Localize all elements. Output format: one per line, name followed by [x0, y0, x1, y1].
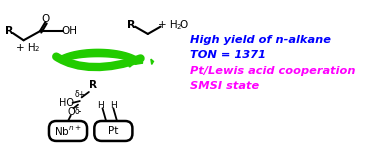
Text: Pt: Pt: [108, 126, 119, 136]
Text: R: R: [5, 26, 13, 36]
Text: OH: OH: [62, 26, 78, 36]
FancyBboxPatch shape: [49, 121, 87, 141]
Text: R: R: [127, 20, 136, 30]
Text: H: H: [110, 101, 117, 110]
Text: O: O: [179, 20, 187, 30]
Text: HO: HO: [59, 98, 74, 108]
Text: High yield of n-alkane: High yield of n-alkane: [191, 35, 332, 45]
Text: Nb$^{n+}$: Nb$^{n+}$: [54, 124, 82, 138]
Polygon shape: [57, 49, 143, 64]
Text: + H: + H: [15, 42, 35, 52]
Text: 2: 2: [34, 46, 39, 52]
Text: R: R: [90, 80, 98, 90]
Polygon shape: [151, 59, 153, 64]
FancyBboxPatch shape: [94, 121, 132, 141]
Text: δ-: δ-: [74, 107, 82, 116]
Text: δ+: δ+: [74, 90, 85, 99]
Text: O: O: [41, 13, 50, 23]
Text: Pt/Lewis acid cooperation: Pt/Lewis acid cooperation: [191, 66, 356, 76]
Text: 2: 2: [177, 24, 181, 30]
Text: O: O: [68, 107, 76, 117]
Text: SMSI state: SMSI state: [191, 81, 260, 91]
Text: H: H: [97, 101, 104, 110]
Text: + H: + H: [158, 20, 178, 30]
Text: TON = 1371: TON = 1371: [191, 50, 266, 60]
